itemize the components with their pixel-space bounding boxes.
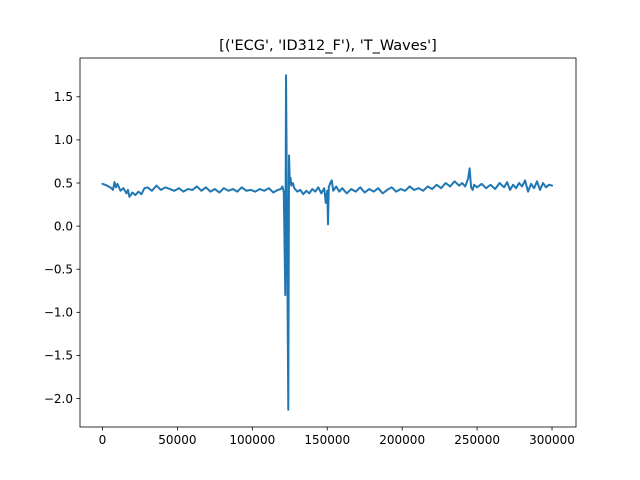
series-line-0 [101,74,554,411]
x-tick-label: 250000 [454,433,500,447]
x-tick-label: 50000 [158,433,196,447]
y-tick-label: −1.0 [44,306,73,320]
x-tick-label: 100000 [229,433,275,447]
x-tick-label: 300000 [529,433,575,447]
y-tick-label: −0.5 [44,263,73,277]
axes: 0 50000 100000 150000 200000 250000 300000 −2.0… [44,57,577,447]
x-tick-label: 0 [99,433,107,447]
plot-frame [79,57,577,428]
y-tick-label: −1.5 [44,349,73,363]
x-tick-label: 150000 [304,433,350,447]
y-tick-label: −2.0 [44,392,73,406]
y-tick-label: 0.5 [54,176,73,190]
chart-title: [('ECG', 'ID312_F'), 'T_Waves'] [219,38,437,54]
x-tick-label: 200000 [379,433,425,447]
y-tick-label: 1.5 [54,90,73,104]
plot-area [101,74,554,411]
y-tick-label: 1.0 [54,133,73,147]
y-tick-label: 0.0 [54,219,73,233]
